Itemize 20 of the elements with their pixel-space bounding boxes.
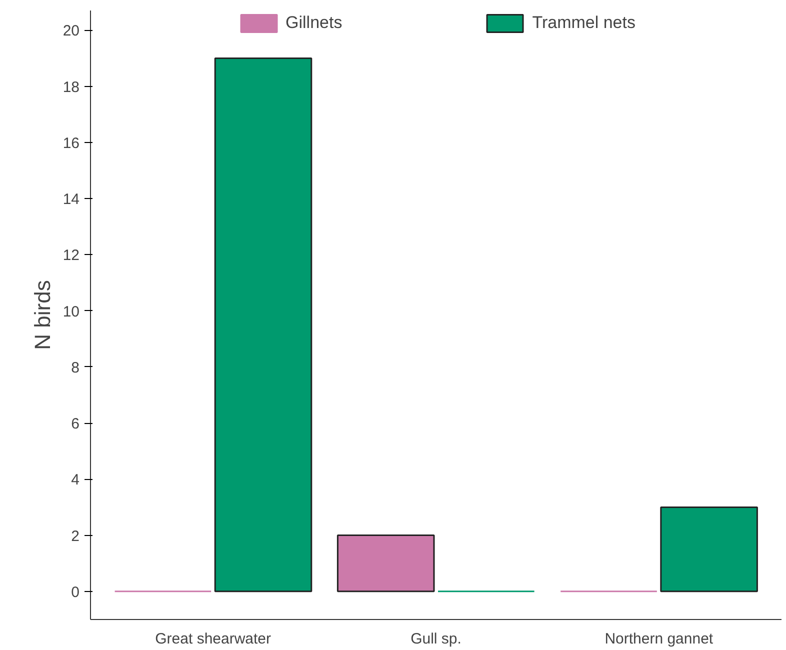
y-tick-label: 2 <box>71 528 80 545</box>
bar <box>214 57 312 592</box>
y-tick-label: 18 <box>62 78 80 96</box>
y-tick-label: 6 <box>71 416 80 433</box>
y-tick-label: 20 <box>62 22 80 40</box>
bar <box>660 506 758 592</box>
y-tick-label: 4 <box>71 472 80 489</box>
legend-label: Gillnets <box>286 13 342 33</box>
bar <box>336 534 435 592</box>
y-tick-label: 8 <box>71 359 80 376</box>
legend-label: Trammel nets <box>532 13 636 33</box>
x-tick-label: Great shearwater <box>155 630 272 648</box>
y-tick-label: 0 <box>71 584 80 601</box>
y-tick-label: 16 <box>62 134 80 152</box>
x-tick-label: Gull sp. <box>410 630 462 648</box>
x-tick-label: Northern gannet <box>604 630 714 648</box>
y-axis-title: N birds <box>30 280 55 350</box>
y-tick-label: 10 <box>62 303 80 320</box>
y-tick-label: 14 <box>62 191 80 208</box>
y-tick-label: 12 <box>62 247 80 264</box>
